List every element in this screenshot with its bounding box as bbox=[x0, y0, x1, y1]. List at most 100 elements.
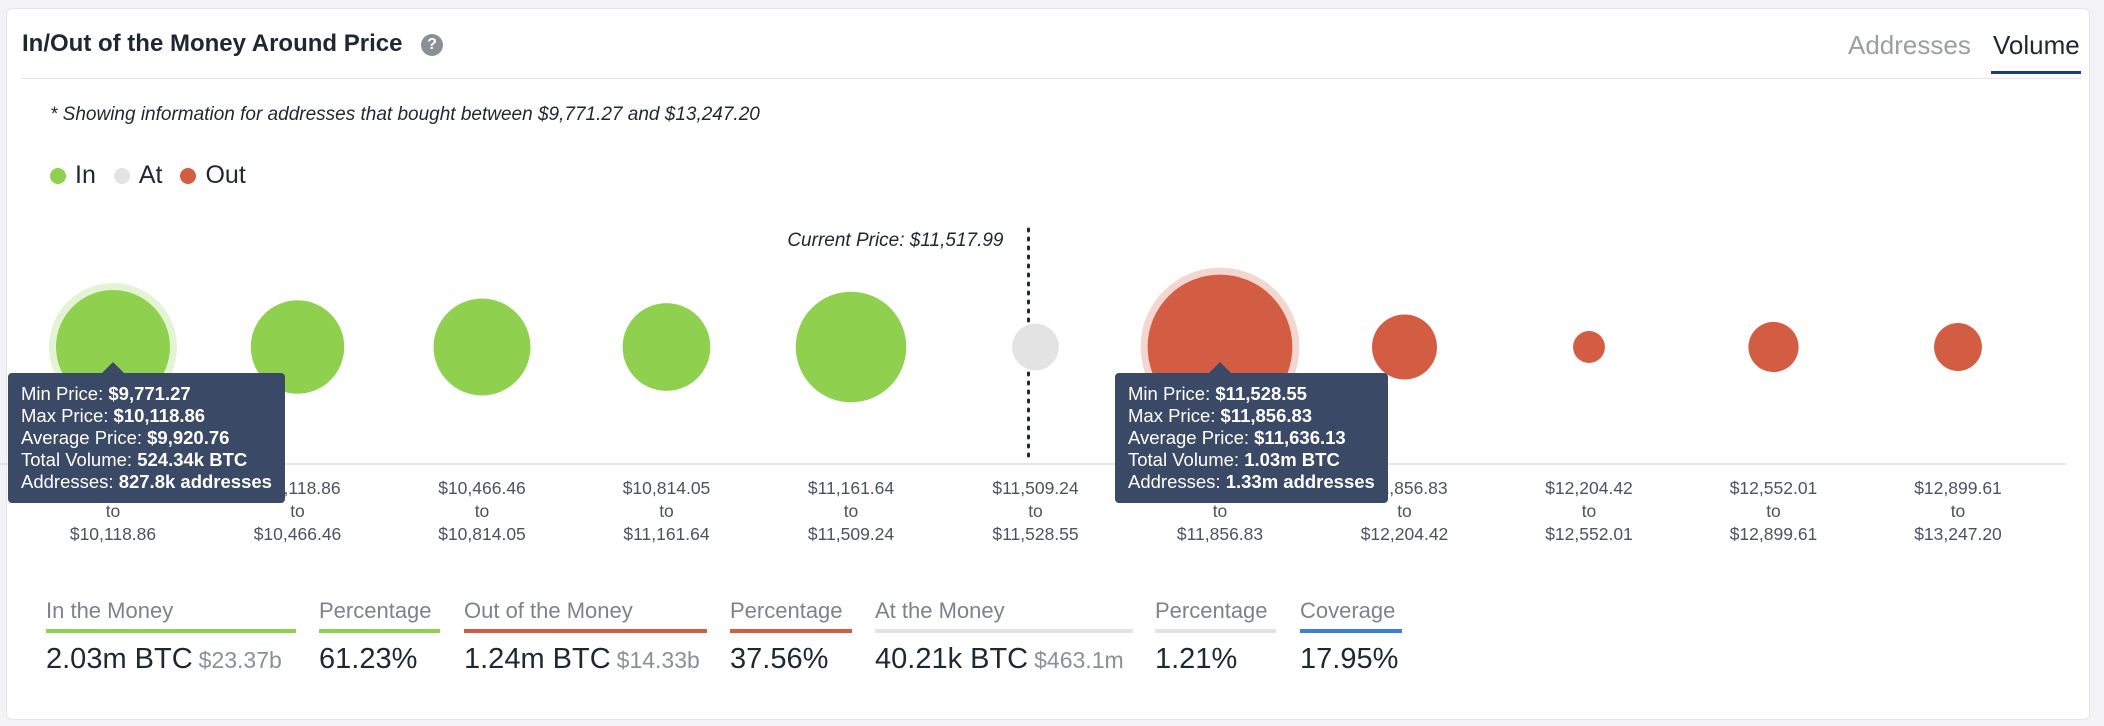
stat-label: Out of the Money bbox=[464, 598, 633, 623]
tick-label: $12,204.42 bbox=[1361, 524, 1449, 544]
range-note: * Showing information for addresses that… bbox=[50, 104, 760, 125]
tick-label: $10,466.46 bbox=[254, 524, 342, 544]
tick-label: $11,509.24 bbox=[992, 478, 1079, 498]
legend-label-in: In bbox=[75, 161, 96, 189]
tooltip-row: Min Price: $11,528.55 bbox=[1128, 383, 1375, 405]
tooltip-row-value: $9,771.27 bbox=[108, 383, 191, 404]
tick-label-to: to bbox=[659, 501, 674, 521]
bubble-out[interactable] bbox=[1934, 323, 1982, 371]
tick-label: $12,899.61 bbox=[1730, 524, 1818, 544]
stat-underline bbox=[464, 629, 707, 633]
stat-underline bbox=[1155, 629, 1276, 633]
tooltip-row-value: 827.8k addresses bbox=[118, 471, 272, 492]
tab-volume[interactable]: Volume bbox=[1993, 30, 2080, 60]
tooltip-row: Addresses: 827.8k addresses bbox=[21, 471, 272, 493]
tooltip-row: Min Price: $9,771.27 bbox=[21, 383, 272, 405]
stat-label: Percentage bbox=[319, 598, 432, 623]
question-circle-icon[interactable]: ? bbox=[421, 34, 443, 56]
stat-coverage: Coverage 17.95% bbox=[1300, 598, 1402, 676]
tooltip-arrow bbox=[102, 362, 124, 373]
tooltip-row: Max Price: $10,118.86 bbox=[21, 405, 272, 427]
stat-in-the-money: In the Money 2.03m BTC $23.37b bbox=[46, 598, 296, 676]
tooltip-row: Average Price: $9,920.76 bbox=[21, 427, 272, 449]
tick-label-to: to bbox=[1951, 501, 1966, 521]
tooltip-row: Average Price: $11,636.13 bbox=[1128, 427, 1375, 449]
tick-label: $11,856.83 bbox=[1177, 524, 1263, 544]
legend-item-in[interactable]: In bbox=[50, 161, 96, 190]
stat-label: Coverage bbox=[1300, 598, 1396, 623]
tooltip-row: Total Volume: 1.03m BTC bbox=[1128, 449, 1375, 471]
tick-label-to: to bbox=[1028, 501, 1043, 521]
bucket-tooltip: Min Price: $9,771.27 Max Price: $10,118.8… bbox=[8, 362, 285, 503]
tick-label-to: to bbox=[106, 501, 121, 521]
bubble-out[interactable] bbox=[1573, 331, 1605, 363]
legend-dot-in bbox=[50, 167, 66, 184]
stat-out-of-the-money: Out of the Money 1.24m BTC $14.33b bbox=[464, 598, 707, 676]
tooltip-row: Total Volume: 524.34k BTC bbox=[21, 449, 272, 471]
tooltip-row-value: $9,920.76 bbox=[147, 427, 230, 448]
legend-label-at: At bbox=[138, 161, 163, 189]
tooltip-row-value: 524.34k BTC bbox=[137, 449, 248, 470]
bucket-tooltip: Min Price: $11,528.55 Max Price: $11,856.… bbox=[1115, 362, 1388, 503]
stat-usd-value: $14.33b bbox=[616, 647, 700, 673]
bubble-in[interactable] bbox=[433, 298, 531, 396]
tooltip-row-label: Min Price: bbox=[1128, 383, 1216, 404]
bubble-in[interactable] bbox=[795, 291, 907, 403]
bubble-in[interactable] bbox=[622, 303, 711, 391]
tab-addresses[interactable]: Addresses bbox=[1848, 30, 1971, 60]
legend-dot-at bbox=[113, 167, 130, 184]
tooltip-row-label: Addresses: bbox=[1128, 471, 1226, 492]
bubble-at[interactable] bbox=[1012, 323, 1059, 371]
tick-label-to: to bbox=[475, 501, 490, 521]
tooltip-row-value: 1.33m addresses bbox=[1225, 471, 1375, 492]
tick-label: $11,161.64 bbox=[623, 524, 710, 544]
legend-dot-out bbox=[180, 167, 197, 184]
tick-label-to: to bbox=[1582, 501, 1597, 521]
stat-value: 40.21k BTC $463.1m bbox=[875, 643, 1124, 675]
tick-label-to: to bbox=[290, 501, 305, 521]
stat-underline bbox=[46, 629, 296, 633]
stat-underline bbox=[319, 629, 440, 633]
stat-at-the-money: At the Money 40.21k BTC $463.1m bbox=[875, 598, 1133, 676]
tooltip-row-value: $10,118.86 bbox=[113, 405, 206, 426]
stat-percentage: Percentage 1.21% bbox=[1155, 598, 1276, 676]
tick-label: $12,204.42 bbox=[1545, 478, 1633, 498]
tick-label-to: to bbox=[1213, 501, 1228, 521]
stat-label: Percentage bbox=[730, 598, 843, 623]
bubble-out[interactable] bbox=[1372, 314, 1437, 380]
stat-underline bbox=[730, 629, 852, 633]
stat-percentage: Percentage 61.23% bbox=[319, 598, 440, 676]
stat-value: 2.03m BTC $23.37b bbox=[46, 643, 282, 675]
stat-underline bbox=[1300, 629, 1402, 633]
stat-value: 17.95% bbox=[1300, 643, 1399, 675]
tooltip-row-label: Total Volume: bbox=[1128, 449, 1245, 470]
stat-value: 1.24m BTC $14.33b bbox=[464, 643, 700, 675]
tick-label: $10,814.05 bbox=[438, 524, 526, 544]
stat-value: 37.56% bbox=[730, 643, 829, 675]
tick-label: $11,509.24 bbox=[808, 524, 895, 544]
tooltip-row-label: Average Price: bbox=[21, 427, 148, 448]
tick-label: $12,899.61 bbox=[1914, 478, 2002, 498]
tooltip-row-value: 1.03m BTC bbox=[1244, 449, 1340, 470]
stat-value: 61.23% bbox=[319, 643, 418, 675]
tooltip-row: Addresses: 1.33m addresses bbox=[1128, 471, 1375, 493]
tooltip-row-label: Addresses: bbox=[21, 471, 119, 492]
tooltip-row-label: Max Price: bbox=[1128, 405, 1221, 426]
tooltip-row-value: $11,636.13 bbox=[1254, 427, 1346, 448]
tick-label: $10,814.05 bbox=[623, 478, 711, 498]
tooltip-row-value: $11,856.83 bbox=[1220, 405, 1313, 426]
legend-item-at[interactable]: At bbox=[113, 161, 163, 190]
tooltip-row-label: Min Price: bbox=[21, 383, 109, 404]
stat-usd-value: $23.37b bbox=[198, 647, 282, 673]
tooltip-row: Max Price: $11,856.83 bbox=[1128, 405, 1375, 427]
chart-legend: In At Out bbox=[50, 161, 264, 190]
stat-label: In the Money bbox=[46, 598, 174, 623]
stat-percentage: Percentage 37.56% bbox=[730, 598, 852, 676]
tick-label: $11,528.55 bbox=[992, 524, 1078, 544]
tab-volume-active-indicator bbox=[1991, 71, 2081, 74]
legend-item-out[interactable]: Out bbox=[180, 161, 246, 190]
bubble-in[interactable] bbox=[250, 300, 345, 394]
tooltip-row-label: Total Volume: bbox=[21, 449, 138, 470]
bubble-out[interactable] bbox=[1748, 321, 1799, 373]
tick-label: $10,466.46 bbox=[438, 478, 526, 498]
